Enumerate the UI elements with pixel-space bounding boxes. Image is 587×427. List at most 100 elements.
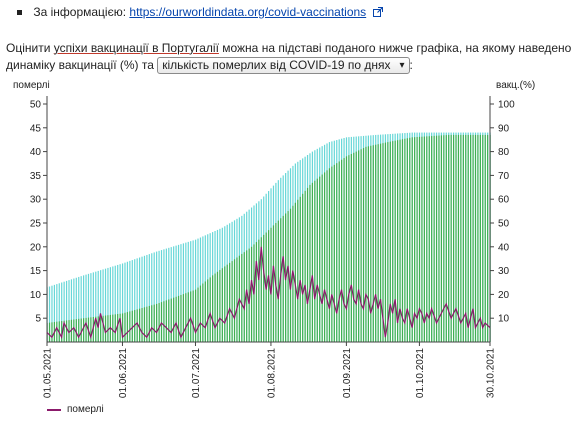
vacc-full-bar: [121, 313, 124, 342]
legend-label: померлі: [67, 404, 104, 415]
vacc-partial-bar: [156, 251, 158, 342]
right-tick-label: 20: [498, 290, 510, 301]
vacc-full-bar: [160, 302, 163, 342]
vacc-partial-bar: [102, 269, 104, 342]
vacc-full-bar: [221, 268, 223, 342]
vacc-full-bar: [345, 156, 348, 342]
right-tick-label: 30: [498, 266, 510, 277]
portugal-link[interactable]: успіхи вакцинації в Португалії: [53, 41, 219, 55]
vacc-full-bar: [389, 141, 391, 342]
x-tick-label: 30.10.2021: [486, 348, 497, 398]
vacc-partial-bar: [129, 260, 131, 342]
vacc-full-bar: [370, 145, 372, 342]
vacc-full-bar: [56, 321, 58, 342]
vacc-partial-bar: [87, 273, 90, 342]
vacc-full-bar: [289, 208, 292, 342]
vacc-partial-bar: [97, 270, 99, 342]
vacc-full-bar: [70, 319, 73, 342]
vacc-full-bar: [431, 136, 433, 342]
vacc-partial-bar: [95, 271, 97, 342]
vacc-full-bar: [443, 135, 445, 342]
vacc-full-bar: [299, 196, 301, 342]
vacc-full-bar: [365, 146, 367, 342]
vacc-partial-bar: [165, 248, 167, 342]
vacc-full-bar: [440, 135, 443, 342]
vacc-full-bar: [297, 199, 299, 342]
left-tick-label: 10: [30, 290, 42, 301]
vacc-partial-bar: [143, 255, 146, 342]
x-tick-label: 01.05.2021: [43, 348, 54, 398]
vacc-full-bar: [170, 298, 172, 342]
vacc-full-bar: [394, 140, 396, 342]
vacc-full-bar: [65, 320, 68, 342]
chevron-down-icon: ▾: [399, 60, 405, 71]
vacc-full-bar: [387, 142, 389, 342]
vacc-full-bar: [229, 262, 231, 342]
vacc-full-bar: [268, 230, 270, 342]
info-link[interactable]: https://ourworldindata.org/covid-vaccina…: [129, 5, 367, 19]
left-tick-label: 40: [30, 147, 42, 158]
vacc-partial-bar: [151, 253, 153, 342]
x-tick-label: 01.07.2021: [191, 348, 202, 398]
vacc-full-bar: [78, 318, 80, 342]
vacc-full-bar: [457, 134, 460, 342]
vacc-full-bar: [156, 303, 158, 342]
vacc-full-bar: [484, 134, 486, 342]
info-line: За інформацією: https://ourworldindata.o…: [17, 5, 383, 20]
vacc-partial-bar: [90, 273, 92, 342]
vacc-full-bar: [219, 270, 221, 342]
vacc-partial-bar: [160, 250, 163, 342]
vacc-full-bar: [124, 312, 126, 342]
vacc-full-bar: [445, 135, 447, 342]
vacc-full-bar: [355, 151, 357, 342]
vacc-full-bar: [304, 190, 306, 342]
vacc-partial-bar: [114, 265, 116, 342]
vacc-partial-bar: [73, 278, 75, 342]
vacc-full-bar: [282, 215, 284, 342]
vacc-full-bar: [180, 295, 182, 342]
vacc-full-bar: [421, 136, 423, 342]
left-tick-label: 20: [30, 242, 42, 253]
metric-select[interactable]: кількість померлих від COVID-19 по днях ▾: [157, 57, 410, 74]
vacc-full-bar: [272, 225, 275, 342]
para-text-3: :: [409, 58, 413, 72]
vacc-full-bar: [362, 148, 365, 342]
vacc-full-bar: [241, 253, 243, 342]
x-tick-label: 01.09.2021: [342, 348, 353, 398]
vacc-full-bar: [73, 319, 75, 342]
vacc-partial-bar: [168, 247, 170, 342]
vacc-full-bar: [341, 159, 343, 342]
vacc-full-bar: [326, 170, 328, 342]
vacc-full-bar: [309, 184, 311, 342]
vacc-partial-bar: [124, 262, 126, 342]
info-label: За інформацією:: [33, 5, 127, 19]
vacc-partial-bar: [109, 267, 111, 342]
vacc-full-bar: [323, 172, 326, 342]
left-tick-label: 30: [30, 195, 42, 206]
left-tick-label: 5: [35, 314, 41, 325]
vacc-full-bar: [151, 305, 153, 342]
vacc-full-bar: [104, 315, 107, 342]
vacc-full-bar: [246, 250, 248, 342]
vacc-full-bar: [202, 283, 204, 342]
chart: померлі вакц.(%) 5 10 15 20 25 30 35 40 45 50 10 20 30…: [13, 80, 535, 398]
vacc-full-bar: [487, 134, 489, 342]
vacc-full-bar: [321, 174, 323, 342]
vacc-full-bar: [465, 134, 467, 342]
right-tick-label: 80: [498, 147, 510, 158]
vacc-full-bar: [423, 136, 425, 342]
vacc-full-bar: [474, 134, 477, 342]
vacc-full-bar: [428, 136, 430, 342]
vacc-partial-bar: [68, 280, 70, 342]
vacc-partial-bar: [85, 274, 87, 342]
left-tick-label: 35: [30, 171, 42, 182]
vacc-full-bar: [479, 134, 481, 342]
vacc-full-bar: [392, 141, 394, 342]
external-link-icon: [372, 6, 383, 20]
vacc-full-bar: [470, 134, 472, 342]
vacc-full-bar: [95, 316, 97, 342]
vacc-full-bar: [353, 152, 355, 342]
vacc-partial-bar: [163, 249, 165, 342]
vacc-partial-bar: [75, 277, 77, 342]
bullet: [17, 10, 22, 16]
